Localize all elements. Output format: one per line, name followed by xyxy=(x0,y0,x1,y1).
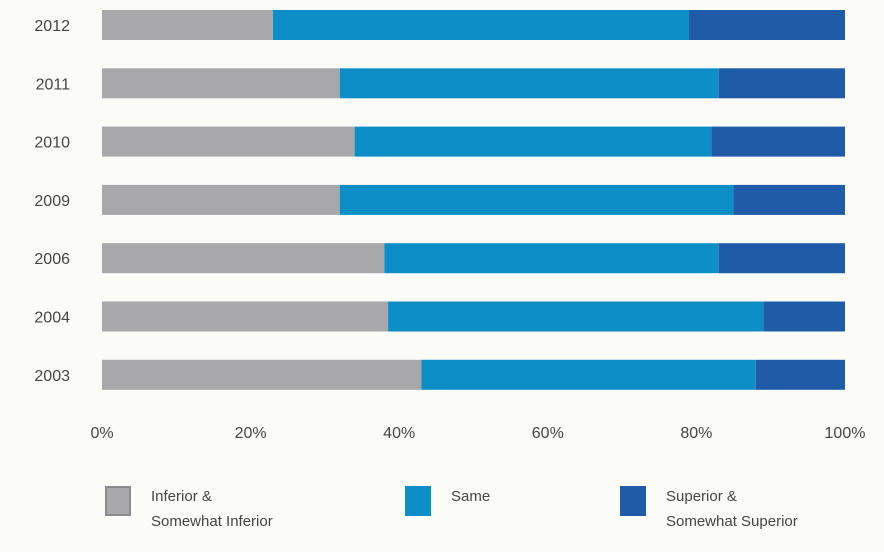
x-tick-label: 0% xyxy=(90,425,113,442)
bar-segment-2011-series-2 xyxy=(718,68,845,99)
bar-segment-2003-series-0 xyxy=(102,359,422,390)
bar-segment-2010-series-2 xyxy=(711,126,845,157)
bar-segment-2006-series-0 xyxy=(102,243,385,274)
x-tick-label: 80% xyxy=(680,425,712,442)
category-label-2012: 2012 xyxy=(34,18,70,35)
category-label-2004: 2004 xyxy=(34,310,70,327)
bar-segment-2011-series-0 xyxy=(102,68,340,99)
bar-segment-2010-series-1 xyxy=(354,126,712,157)
x-tick-label: 100% xyxy=(825,425,866,442)
bar-segment-2009-series-2 xyxy=(733,184,845,215)
bar-segment-2006-series-2 xyxy=(718,243,845,274)
bar-segment-2004-series-1 xyxy=(388,301,764,332)
x-tick-label: 60% xyxy=(532,425,564,442)
bar-segment-2010-series-0 xyxy=(102,126,355,157)
category-label-2009: 2009 xyxy=(34,193,70,210)
x-tick-label: 40% xyxy=(383,425,415,442)
bar-segment-2006-series-1 xyxy=(384,243,719,274)
category-label-2003: 2003 xyxy=(34,368,70,385)
bar-segment-2012-series-1 xyxy=(272,10,689,40)
category-label-2010: 2010 xyxy=(34,135,70,152)
bar-segment-2003-series-1 xyxy=(421,359,756,390)
bar-segment-2004-series-0 xyxy=(102,301,389,332)
category-label-2011: 2011 xyxy=(36,76,71,93)
category-label-2006: 2006 xyxy=(34,251,70,268)
bar-segment-2012-series-0 xyxy=(102,10,273,40)
x-tick-label: 20% xyxy=(235,425,267,442)
bar-segment-2004-series-2 xyxy=(763,301,845,332)
bar-segment-2011-series-1 xyxy=(339,68,719,99)
bar-segment-2003-series-2 xyxy=(755,359,845,390)
bar-segment-2009-series-0 xyxy=(102,184,340,215)
bar-segment-2012-series-2 xyxy=(688,10,845,40)
bar-segment-2009-series-1 xyxy=(339,184,734,215)
